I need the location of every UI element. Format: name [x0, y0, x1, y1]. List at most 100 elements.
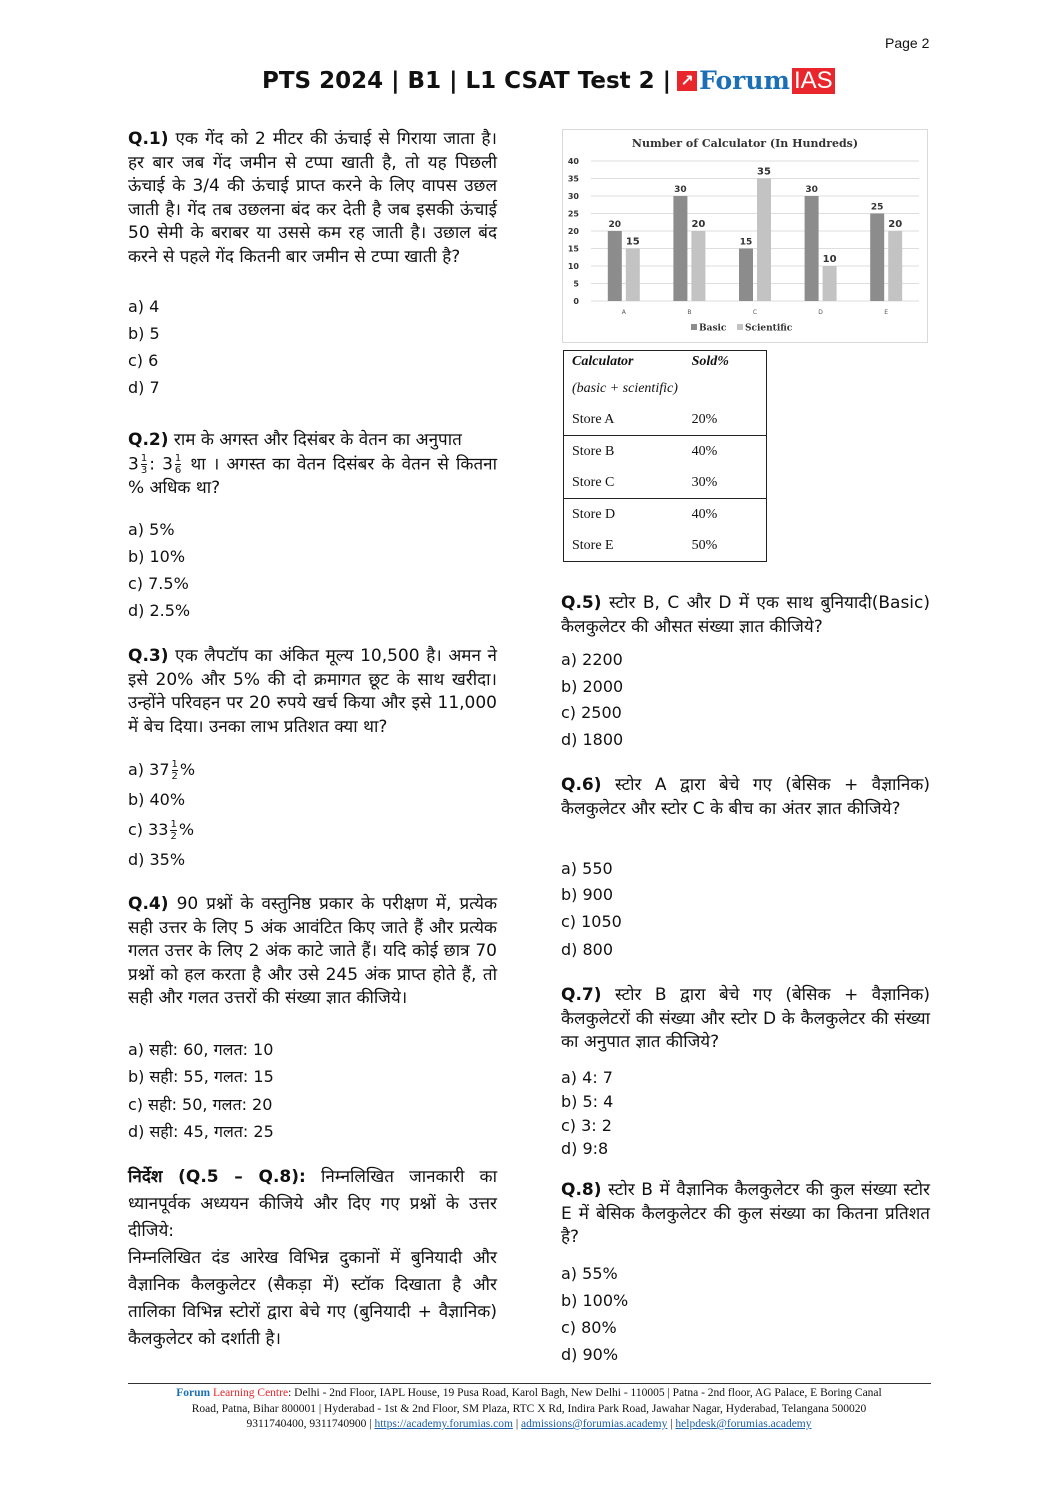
- x-tick-label: A: [622, 309, 627, 316]
- footer: Forum Learning Centre: Delhi - 2nd Floor…: [118, 1386, 940, 1433]
- question-number: Q.3): [128, 646, 169, 666]
- answer-option[interactable]: d) 1800: [561, 730, 623, 749]
- option-text: d) 35%: [128, 850, 186, 869]
- bar-chart: Number of Calculator (In Hundreds) 0 5 10 15…: [562, 129, 928, 343]
- table-subheader: (basic + scientific): [572, 380, 678, 396]
- option-text: b) 2000: [561, 677, 624, 696]
- bar-basic-E: [870, 213, 885, 301]
- y-tick-label: 30: [568, 192, 580, 201]
- question-number: Q.6): [561, 775, 602, 795]
- answer-option[interactable]: d) 35%: [128, 850, 185, 869]
- option-text: c) 3: 2: [561, 1116, 612, 1135]
- option-text: d) सही: 45, गलत: 25: [128, 1122, 274, 1141]
- ratio-whole: 3: [128, 454, 139, 475]
- table-row: Store E 50%: [564, 530, 767, 562]
- store-name: Store D: [563, 498, 684, 530]
- y-tick-label: 5: [573, 280, 579, 289]
- question-number: Q.7): [561, 985, 602, 1005]
- answer-option[interactable]: c) 7.5%: [128, 574, 189, 593]
- option-text: a) 550: [561, 859, 613, 878]
- store-name: Store B: [563, 435, 684, 467]
- numerator: 1: [140, 452, 148, 465]
- bar-scientific-B: [691, 231, 706, 301]
- answer-option[interactable]: d) 90%: [561, 1345, 618, 1364]
- answer-option[interactable]: b) 5: [128, 324, 160, 343]
- answer-option[interactable]: c) 3: 2: [561, 1116, 612, 1135]
- bar-basic-D: [804, 196, 819, 301]
- answer-option[interactable]: c) 6: [128, 351, 158, 370]
- answer-option[interactable]: a) सही: 60, गलत: 10: [128, 1038, 273, 1060]
- title-text: PTS 2024 | B1 | L1 CSAT Test 2 |: [262, 67, 672, 94]
- legend-label: Basic: [699, 324, 727, 334]
- bar-chart-svg: Number of Calculator (In Hundreds) 0 5 10 15…: [568, 137, 919, 334]
- option-text: a) 55%: [561, 1264, 618, 1283]
- website-link[interactable]: https://academy.forumias.com: [374, 1418, 513, 1430]
- sold-percent: 20%: [691, 411, 718, 427]
- question-number: Q.2): [128, 430, 169, 450]
- legend-swatch-scientific: [737, 324, 743, 330]
- store-name: Store C: [572, 474, 615, 490]
- helpdesk-email-link[interactable]: helpdesk@forumias.academy: [675, 1418, 812, 1430]
- directions: निर्देश (Q.5 – Q.8): निम्नलिखित जानकारी …: [128, 1164, 497, 1353]
- table-row: Store C 30%: [564, 467, 767, 499]
- answer-option[interactable]: d) 2.5%: [128, 601, 190, 620]
- question-text: स्टोर B, C और D में एक साथ बुनियादी(Basi…: [561, 593, 931, 637]
- question-5: Q.5) स्टोर B, C और D में एक साथ बुनियादी…: [561, 592, 930, 639]
- legend-label: Scientific: [745, 324, 793, 334]
- x-tick-label: E: [884, 309, 888, 316]
- answer-option[interactable]: a) 5%: [128, 520, 175, 539]
- directions-label: निर्देश (Q.5 – Q.8):: [128, 1167, 306, 1187]
- data-label: 30: [805, 185, 818, 195]
- logo-ias: IAS: [791, 66, 835, 94]
- answer-option[interactable]: c) 1050: [561, 912, 622, 931]
- answer-option[interactable]: c) 80%: [561, 1318, 617, 1337]
- denominator: 2: [171, 771, 178, 782]
- answer-option[interactable]: c) सही: 50, गलत: 20: [128, 1093, 272, 1115]
- answer-option[interactable]: a) 2200: [561, 650, 623, 669]
- answer-option[interactable]: c) 33 1 2%: [128, 819, 194, 842]
- data-label: 30: [674, 185, 687, 195]
- answer-option[interactable]: d) सही: 45, गलत: 25: [128, 1120, 274, 1142]
- question-text: राम के अगस्त और दिसंबर के वेतन का अनुपात: [173, 430, 462, 450]
- numerator: 1: [174, 452, 182, 465]
- answer-option[interactable]: a) 4: 7: [561, 1068, 613, 1087]
- answer-option[interactable]: d) 9:8: [561, 1139, 608, 1158]
- answer-option[interactable]: a) 55%: [561, 1264, 618, 1283]
- data-label: 15: [740, 238, 753, 248]
- question-number: Q.8): [561, 1180, 602, 1200]
- footer-divider: [128, 1383, 931, 1384]
- footer-sep: :: [288, 1387, 292, 1399]
- y-tick-label: 35: [568, 175, 580, 184]
- question-number: Q.5): [561, 593, 602, 613]
- option-text: a) सही: 60, गलत: 10: [128, 1040, 274, 1059]
- bar-basic-B: [673, 196, 688, 301]
- sold-percent: 40%: [683, 498, 767, 530]
- option-text: d) 1800: [561, 730, 624, 749]
- data-label: 25: [871, 203, 884, 213]
- bar-basic-A: [607, 231, 622, 301]
- sold-percent: 40%: [683, 435, 767, 467]
- page-number: Page 2: [885, 35, 930, 51]
- answer-option[interactable]: a) 37 1 2%: [128, 759, 195, 782]
- y-tick-label: 25: [568, 210, 580, 219]
- page-title: PTS 2024 | B1 | L1 CSAT Test 2 | ↗ Forum…: [262, 66, 835, 95]
- admissions-email-link[interactable]: admissions@forumias.academy: [521, 1418, 668, 1430]
- answer-option[interactable]: b) 2000: [561, 677, 623, 696]
- answer-option[interactable]: a) 550: [561, 859, 613, 878]
- question-text: स्टोर B द्वारा बेचे गए (बेसिक + वैज्ञानि…: [561, 985, 930, 1053]
- answer-option[interactable]: b) 100%: [561, 1291, 628, 1310]
- answer-option[interactable]: d) 800: [561, 940, 613, 959]
- answer-option[interactable]: b) 5: 4: [561, 1092, 613, 1111]
- answer-option[interactable]: b) सही: 55, गलत: 15: [128, 1065, 274, 1087]
- answer-option[interactable]: b) 900: [561, 885, 613, 904]
- answer-option[interactable]: b) 10%: [128, 547, 185, 566]
- denominator: 6: [174, 464, 182, 476]
- answer-option[interactable]: b) 40%: [128, 790, 185, 809]
- bar-scientific-E: [888, 231, 903, 301]
- answer-option[interactable]: c) 2500: [561, 703, 622, 722]
- answer-option[interactable]: d) 7: [128, 378, 160, 397]
- data-label: 35: [757, 167, 771, 178]
- answer-option[interactable]: a) 4: [128, 297, 159, 316]
